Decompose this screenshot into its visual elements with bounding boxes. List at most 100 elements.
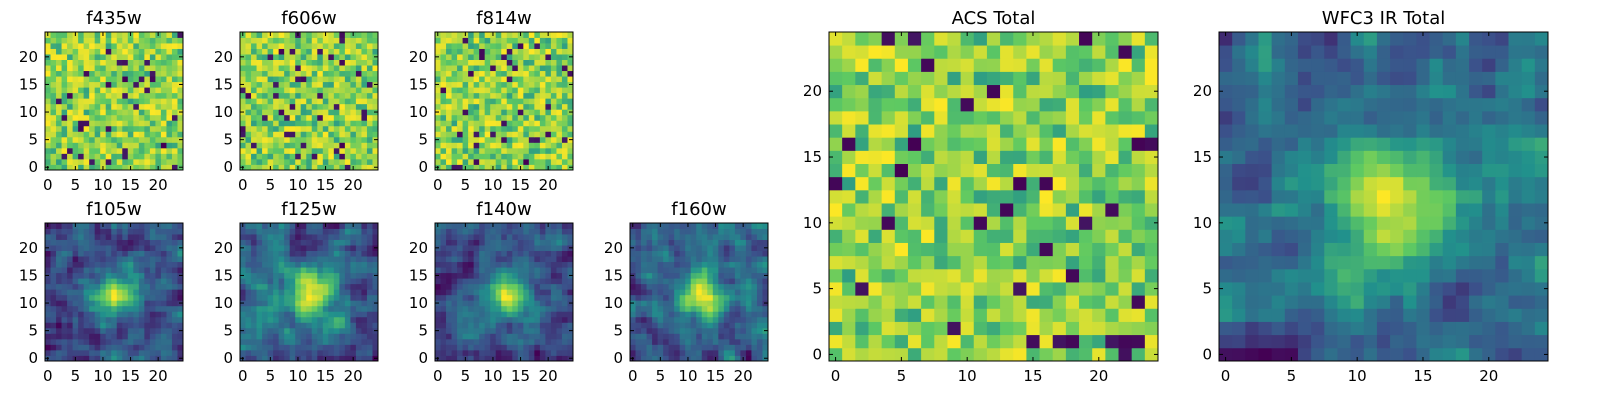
heatmap-cell xyxy=(366,43,373,49)
heatmap-cell xyxy=(289,283,296,290)
heatmap-cell xyxy=(550,164,557,171)
heatmap-cell xyxy=(567,228,574,235)
heatmap-cell xyxy=(556,65,563,72)
heatmap-cell xyxy=(490,322,497,329)
heatmap-cell xyxy=(355,267,362,274)
heatmap-cell xyxy=(361,158,368,165)
heatmap-cell xyxy=(907,242,922,257)
heatmap-cell xyxy=(457,294,463,301)
heatmap-cell xyxy=(317,228,324,235)
heatmap-cell xyxy=(311,316,318,323)
heatmap-cell xyxy=(506,322,513,329)
heatmap-cell xyxy=(138,272,145,279)
heatmap-cell xyxy=(122,120,129,127)
y-tick-label: 0 xyxy=(418,158,428,176)
heatmap-cell xyxy=(1131,321,1146,336)
heatmap-cell xyxy=(262,355,268,362)
heatmap-cell xyxy=(300,32,307,38)
heatmap-cell xyxy=(495,120,502,127)
heatmap-cell xyxy=(122,103,129,110)
heatmap-cell xyxy=(707,283,714,290)
heatmap-cell xyxy=(495,114,502,121)
heatmap-cell xyxy=(468,54,475,60)
heatmap-cell xyxy=(674,256,681,263)
heatmap-cell xyxy=(366,245,373,251)
heatmap-cell xyxy=(361,76,368,83)
heatmap-cell xyxy=(435,344,441,351)
heatmap-cell xyxy=(166,272,173,279)
heatmap-cell xyxy=(473,283,480,290)
heatmap-cell xyxy=(317,76,324,83)
heatmap-cell xyxy=(138,120,145,127)
heatmap-cell xyxy=(366,136,373,143)
heatmap-cell xyxy=(696,239,703,246)
heatmap-cell xyxy=(490,37,497,44)
heatmap-cell xyxy=(635,294,642,301)
heatmap-cell xyxy=(468,125,475,132)
heatmap-cell xyxy=(100,37,107,44)
heatmap-cell xyxy=(960,216,975,230)
heatmap-cell xyxy=(534,322,541,329)
x-tick-label: 15 xyxy=(316,176,335,194)
heatmap-cell xyxy=(105,109,112,116)
heatmap-cell xyxy=(545,349,552,356)
heatmap-cell xyxy=(61,316,68,323)
heatmap-cell xyxy=(685,283,692,290)
heatmap-cell xyxy=(284,267,291,274)
heatmap-cell xyxy=(56,261,62,268)
heatmap-cell xyxy=(635,333,642,340)
heatmap-cell xyxy=(295,261,302,268)
heatmap-cell xyxy=(339,250,346,257)
heatmap-cell xyxy=(490,81,497,88)
heatmap-cell xyxy=(144,245,151,251)
heatmap-cell xyxy=(1079,334,1093,349)
x-tick-label: 0 xyxy=(433,176,443,194)
heatmap-cell xyxy=(751,349,758,356)
heatmap-cell xyxy=(160,228,167,235)
heatmap-cell xyxy=(50,153,57,160)
heatmap-cell xyxy=(344,81,351,88)
heatmap-cell xyxy=(171,289,178,296)
heatmap-cell xyxy=(556,98,563,105)
heatmap-cell xyxy=(149,327,156,334)
heatmap-cell xyxy=(468,278,475,285)
heatmap-cell xyxy=(490,114,497,121)
heatmap-cell xyxy=(355,142,362,149)
heatmap-cell xyxy=(534,142,541,149)
heatmap-cell xyxy=(372,131,379,138)
heatmap-cell xyxy=(550,250,557,257)
heatmap-cell xyxy=(350,305,357,312)
heatmap-cell xyxy=(372,283,379,290)
heatmap-cell xyxy=(468,87,475,94)
heatmap-cell xyxy=(523,76,530,83)
heatmap-cell xyxy=(517,98,524,105)
heatmap-cell xyxy=(105,131,112,138)
heatmap-cell xyxy=(251,158,257,165)
heatmap-cell xyxy=(468,245,475,251)
heatmap-cell xyxy=(934,334,948,349)
heatmap-cell xyxy=(284,37,291,44)
heatmap-cell xyxy=(344,43,351,49)
heatmap-cell xyxy=(177,142,184,149)
heatmap-cell xyxy=(960,334,975,349)
heatmap-cell xyxy=(657,267,664,274)
heatmap-cell xyxy=(855,189,869,204)
heatmap-cell xyxy=(1000,347,1014,362)
heatmap-cell xyxy=(267,322,274,329)
heatmap-cell xyxy=(138,283,145,290)
heatmap-cell xyxy=(550,70,557,77)
heatmap-cell xyxy=(484,245,491,251)
heatmap-cell xyxy=(663,338,670,345)
heatmap-cell xyxy=(435,43,441,49)
heatmap-cell xyxy=(762,228,769,235)
heatmap-cell xyxy=(539,136,546,143)
heatmap-cell xyxy=(495,87,502,94)
heatmap-cell xyxy=(45,234,51,240)
heatmap-cell xyxy=(251,76,257,83)
heatmap-cell xyxy=(116,87,123,94)
heatmap-cell xyxy=(355,278,362,285)
heatmap-cell xyxy=(100,239,107,246)
heatmap-cell xyxy=(446,261,452,268)
heatmap-cell xyxy=(155,153,162,160)
x-tick-label: 15 xyxy=(706,367,725,385)
